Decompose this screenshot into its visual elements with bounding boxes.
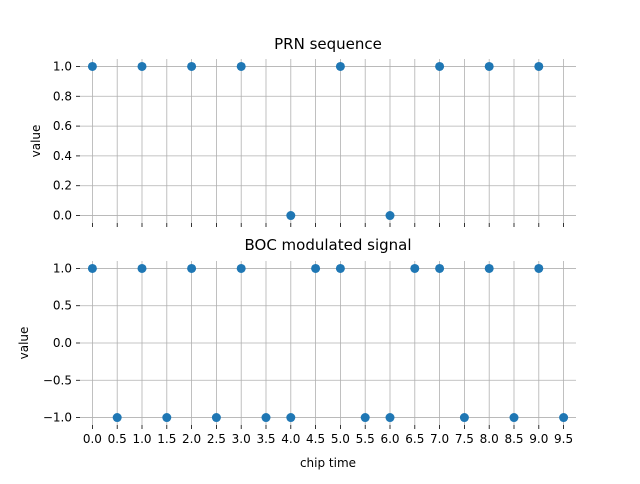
prn-ticks: 0.0 0.2 0.4 0.6 0.8 1.0 xyxy=(53,59,564,227)
boc-data-point xyxy=(459,413,469,423)
prn-data-point xyxy=(534,61,544,71)
boc-gridlines xyxy=(80,261,576,425)
boc-x-tick-label: 9.5 xyxy=(554,432,573,446)
boc-x-tick-label: 3.0 xyxy=(232,432,251,446)
prn-y-tick-label: 0.4 xyxy=(53,149,72,163)
prn-points xyxy=(87,61,544,221)
boc-x-tick-label: 2.0 xyxy=(182,432,201,446)
prn-data-point xyxy=(335,61,345,71)
boc-x-tick-label: 3.5 xyxy=(256,432,275,446)
prn-data-point xyxy=(385,211,395,221)
boc-data-point xyxy=(261,413,271,423)
boc-data-point xyxy=(112,413,122,423)
boc-data-point xyxy=(559,413,569,423)
boc-points xyxy=(87,263,569,423)
boc-y-tick-label: 1.0 xyxy=(53,261,72,275)
boc-x-tick-label: 6.5 xyxy=(405,432,424,446)
prn-y-axis-label: value xyxy=(29,125,43,158)
boc-x-tick-label: 4.5 xyxy=(306,432,325,446)
boc-x-axis-label: chip time xyxy=(300,456,356,470)
boc-x-tick-label: 8.5 xyxy=(504,432,523,446)
boc-chart-title: BOC modulated signal xyxy=(244,236,411,254)
prn-y-tick-label: 0.0 xyxy=(53,209,72,223)
prn-data-point xyxy=(435,61,445,71)
prn-data-point xyxy=(484,61,494,71)
boc-data-point xyxy=(87,263,97,273)
prn-data-point xyxy=(87,61,97,71)
boc-x-tick-label: 5.0 xyxy=(331,432,350,446)
boc-data-point xyxy=(360,413,370,423)
boc-data-point xyxy=(435,263,445,273)
boc-data-point xyxy=(311,263,321,273)
boc-x-tick-label: 1.5 xyxy=(157,432,176,446)
boc-x-tick-label: 0.5 xyxy=(108,432,127,446)
prn-gridlines xyxy=(80,59,576,223)
boc-x-tick-label: 6.0 xyxy=(380,432,399,446)
prn-y-tick-label: 1.0 xyxy=(53,59,72,73)
prn-y-tick-label: 0.2 xyxy=(53,179,72,193)
boc-x-tick-label: 8.0 xyxy=(480,432,499,446)
boc-y-tick-label: 0.5 xyxy=(53,299,72,313)
prn-y-tick-label: 0.8 xyxy=(53,89,72,103)
boc-data-point xyxy=(335,263,345,273)
prn-chart-title: PRN sequence xyxy=(274,35,382,53)
boc-data-point xyxy=(286,413,296,423)
prn-data-point xyxy=(187,61,197,71)
prn-y-tick-label: 0.6 xyxy=(53,119,72,133)
boc-data-point xyxy=(211,413,221,423)
boc-x-tick-label: 4.0 xyxy=(281,432,300,446)
boc-data-point xyxy=(534,263,544,273)
boc-data-point xyxy=(162,413,172,423)
boc-data-point xyxy=(236,263,246,273)
boc-data-point xyxy=(385,413,395,423)
boc-data-point xyxy=(410,263,420,273)
prn-data-point xyxy=(137,61,147,71)
boc-x-tick-label: 5.5 xyxy=(356,432,375,446)
boc-data-point xyxy=(137,263,147,273)
boc-ticks: 0.0 0.5 1.0 1.5 2.0 2.5 3.0 3.5 4.0 4.5 5.0 5.5 6.0 6… xyxy=(43,261,573,446)
boc-y-tick-label: −1.0 xyxy=(43,411,72,425)
prn-sequence-panel: PRN sequence value 0.0 0.2 0.4 0.6 0.8 1.0 xyxy=(29,35,576,227)
boc-y-tick-label: −0.5 xyxy=(43,373,72,387)
boc-x-tick-label: 2.5 xyxy=(207,432,226,446)
boc-x-tick-label: 1.0 xyxy=(132,432,151,446)
boc-x-tick-label: 9.0 xyxy=(529,432,548,446)
prn-data-point xyxy=(286,211,296,221)
boc-data-point xyxy=(484,263,494,273)
boc-signal-panel: BOC modulated signal value chip time 0.0… xyxy=(17,236,576,470)
prn-data-point xyxy=(236,61,246,71)
boc-y-axis-label: value xyxy=(17,327,31,360)
boc-x-tick-label: 7.0 xyxy=(430,432,449,446)
boc-x-tick-label: 0.0 xyxy=(83,432,102,446)
boc-data-point xyxy=(187,263,197,273)
boc-data-point xyxy=(509,413,519,423)
boc-y-tick-label: 0.0 xyxy=(53,336,72,350)
boc-x-tick-label: 7.5 xyxy=(455,432,474,446)
